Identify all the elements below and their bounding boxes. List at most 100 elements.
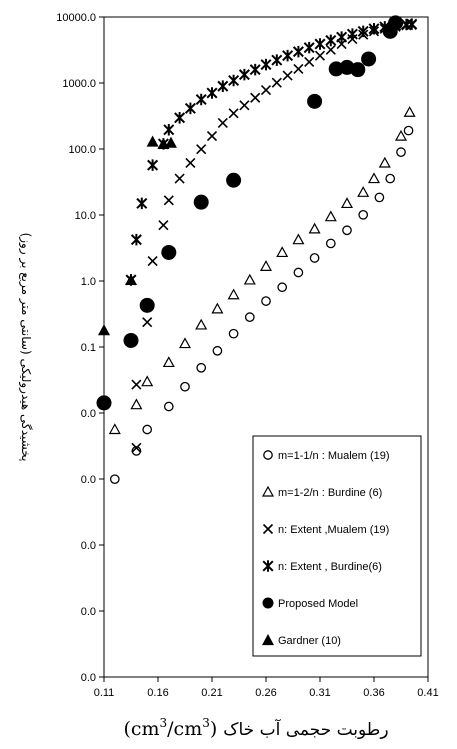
data-point-asterisk — [271, 54, 283, 66]
y-tick-label: 0.0 — [81, 606, 96, 618]
x-axis-label: (cm3/cm3) رطوبت حجمی آب خاک — [123, 716, 388, 740]
data-point-triangle-open — [394, 129, 408, 141]
data-point-triangle-filled — [98, 324, 110, 336]
legend-item: Proposed Model — [262, 597, 358, 610]
x-axis-label-unit-open: (cm — [123, 718, 159, 740]
data-point-triangle-open — [211, 302, 224, 314]
data-point-circle-filled — [161, 244, 177, 260]
data-point-asterisk — [292, 45, 304, 58]
data-point-circle-open — [277, 282, 288, 293]
y-axis-ticks: 10000.0 1000.0 100.0 10.0 1.0 0.1 0.0 0.0 0.0 0.0… — [56, 12, 104, 684]
data-point-circle-open — [109, 474, 120, 485]
data-point-circle-open — [396, 147, 406, 158]
data-point-circle-open — [385, 173, 396, 184]
legend-item: m=1-2/n : Burdine (6) — [261, 485, 382, 499]
legend-marker-triangle-open — [261, 485, 275, 497]
data-point-asterisk — [314, 38, 326, 50]
y-tick-label: 0.0 — [81, 540, 96, 552]
legend-label: Proposed Model — [278, 598, 358, 610]
data-point-circle-filled — [388, 15, 404, 31]
y-tick-label: 1.0 — [81, 276, 96, 288]
data-point-circle-open — [261, 296, 271, 306]
data-point-x — [282, 70, 293, 81]
data-point-circle-filled — [193, 194, 209, 210]
data-point-circle-filled — [350, 62, 366, 78]
data-point-triangle-open — [162, 356, 175, 368]
data-point-circle-open — [374, 192, 385, 203]
data-point-triangle-filled — [125, 273, 137, 286]
series-circle-open — [109, 125, 414, 485]
x-axis-ticks: 0.11 0.16 0.21 0.26 0.31 0.36 0.41 — [94, 677, 439, 699]
data-point-asterisk — [163, 123, 175, 136]
data-point-asterisk — [357, 25, 369, 38]
data-point-x — [131, 379, 142, 390]
x-axis-label-text: رطوبت حجمی آب خاک — [223, 718, 388, 740]
data-point-triangle-open — [292, 233, 305, 245]
data-point-triangle-open — [308, 222, 321, 234]
legend-marker-triangle-filled — [262, 634, 274, 646]
data-point-triangle-filled — [164, 136, 177, 148]
data-point-x — [174, 173, 185, 184]
data-point-circle-open — [244, 312, 255, 323]
data-point-circle-open — [196, 362, 207, 373]
data-point-x — [196, 144, 207, 155]
data-point-circle-open — [403, 125, 414, 136]
data-point-x — [293, 63, 304, 74]
legend-item: n: Extent , Burdine(6) — [262, 560, 382, 573]
legend-item: n: Extent ,Mualem (19) — [262, 523, 389, 536]
data-point-asterisk — [368, 23, 380, 35]
data-point-circle-filled — [139, 297, 155, 313]
legend-marker-asterisk — [262, 560, 274, 572]
x-axis-label-unit-sup-2: 3 — [202, 716, 210, 730]
data-point-triangle-open — [243, 273, 256, 285]
legend-label: Gardner (10) — [278, 635, 341, 647]
data-point-asterisk — [206, 87, 218, 99]
legend-marker-circle-open — [263, 450, 273, 460]
data-point-x — [325, 44, 336, 55]
x-axis-label-unit-sup-1: 3 — [160, 716, 168, 730]
data-point-circle-filled — [96, 395, 112, 411]
data-point-triangle-open — [357, 186, 370, 197]
x-axis-label-unit-mid: /cm — [167, 718, 202, 740]
data-point-x — [206, 131, 218, 142]
data-point-triangle-open — [403, 106, 416, 117]
data-point-x — [142, 317, 153, 328]
data-point-triangle-open — [324, 210, 337, 222]
data-point-asterisk — [238, 68, 250, 81]
data-point-circle-open — [212, 345, 223, 356]
data-point-triangle-open — [367, 172, 381, 184]
data-point-asterisk — [303, 41, 315, 54]
data-point-circle-filled — [307, 93, 323, 109]
data-point-asterisk — [136, 197, 148, 210]
data-point-triangle-open — [195, 318, 208, 330]
data-point-triangle-open — [227, 288, 240, 300]
x-tick-label: 0.36 — [363, 687, 384, 699]
data-point-circle-open — [342, 225, 352, 236]
data-point-asterisk — [325, 34, 337, 47]
data-point-asterisk — [282, 49, 294, 62]
data-point-x — [147, 256, 158, 267]
data-point-x — [228, 108, 239, 119]
data-point-triangle-open — [378, 156, 391, 168]
y-tick-label: 0.0 — [81, 474, 96, 486]
data-point-asterisk — [217, 80, 229, 92]
data-point-asterisk — [336, 31, 348, 43]
legend-label: n: Extent , Burdine(6) — [278, 561, 382, 573]
data-point-asterisk — [147, 159, 159, 171]
x-tick-label: 0.16 — [147, 687, 168, 699]
y-tick-label: 0.1 — [81, 342, 96, 354]
data-point-x — [271, 77, 282, 88]
data-point-asterisk — [195, 93, 207, 106]
data-point-triangle-open — [259, 260, 273, 271]
y-tick-label: 100.0 — [68, 144, 96, 156]
data-point-circle-open — [309, 253, 320, 263]
y-tick-label: 0.0 — [81, 408, 96, 420]
data-point-triangle-open — [108, 423, 121, 435]
x-tick-label: 0.41 — [417, 687, 438, 699]
data-point-x — [163, 195, 174, 206]
x-tick-label: 0.11 — [94, 687, 115, 699]
x-tick-label: 0.21 — [201, 687, 222, 699]
data-point-circle-filled — [123, 332, 139, 348]
data-point-asterisk — [400, 18, 412, 31]
